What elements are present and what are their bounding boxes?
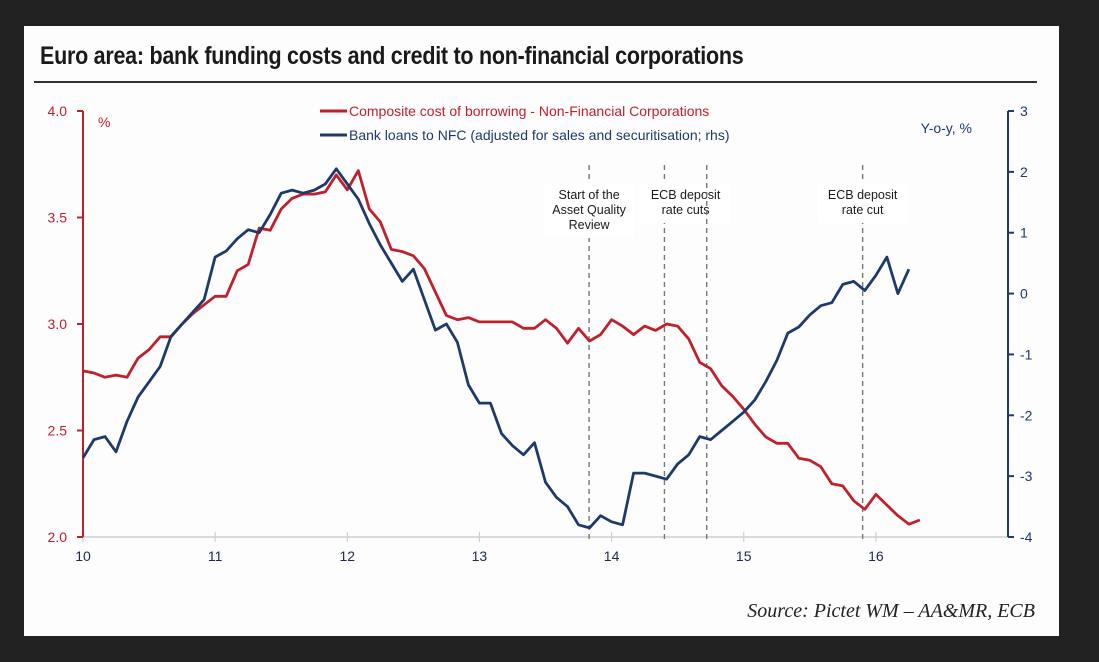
annotation-text: Asset Quality: [552, 203, 626, 217]
annotation-text: ECB deposit: [651, 188, 721, 202]
left-tick-label: 2.5: [48, 423, 68, 439]
annotation-text: Start of the: [559, 188, 620, 202]
annotation-text: rate cut: [842, 203, 884, 217]
chart-title: Euro area: bank funding costs and credit…: [40, 42, 744, 70]
right-tick-label: 2: [1020, 164, 1028, 180]
right-tick-label: 1: [1020, 225, 1028, 241]
x-tick-label: 10: [75, 548, 91, 564]
title-divider: [34, 81, 1037, 83]
legend-label: Bank loans to NFC (adjusted for sales an…: [349, 127, 730, 143]
series-line-bank-loans: [81, 167, 911, 530]
series-line-cost-of-borrowing: [82, 169, 921, 526]
x-tick-label: 13: [472, 548, 488, 564]
legend-label: Composite cost of borrowing - Non-Financ…: [349, 103, 709, 119]
right-tick-label: -1: [1020, 346, 1033, 362]
source-note: Source: Pictet WM – AA&MR, ECB: [747, 600, 1035, 622]
x-tick-label: 15: [736, 548, 752, 564]
right-tick-label: -2: [1020, 407, 1033, 423]
right-tick-label: -4: [1020, 529, 1033, 545]
right-axis-unit: Y-o-y, %: [921, 120, 972, 136]
left-tick-label: 3.5: [48, 210, 68, 226]
x-tick-label: 12: [339, 548, 355, 564]
left-tick-label: 4.0: [48, 103, 68, 119]
annotation-box: [817, 183, 908, 223]
x-tick-label: 14: [604, 548, 620, 564]
x-tick-label: 11: [208, 548, 223, 564]
right-tick-label: 3: [1020, 103, 1028, 119]
annotation-box: [544, 183, 635, 238]
chart-card: [24, 26, 1059, 636]
x-tick-label: 16: [868, 548, 884, 564]
left-axis-unit: %: [98, 114, 110, 130]
right-tick-label: -3: [1020, 468, 1033, 484]
left-tick-label: 2.0: [48, 529, 68, 545]
left-tick-label: 3.0: [48, 316, 68, 332]
annotation-text: ECB deposit: [828, 188, 898, 202]
annotation-box: [640, 183, 731, 223]
annotation-text: rate cuts: [662, 203, 710, 217]
annotation-text: Review: [569, 218, 611, 232]
right-tick-label: 0: [1020, 286, 1028, 302]
